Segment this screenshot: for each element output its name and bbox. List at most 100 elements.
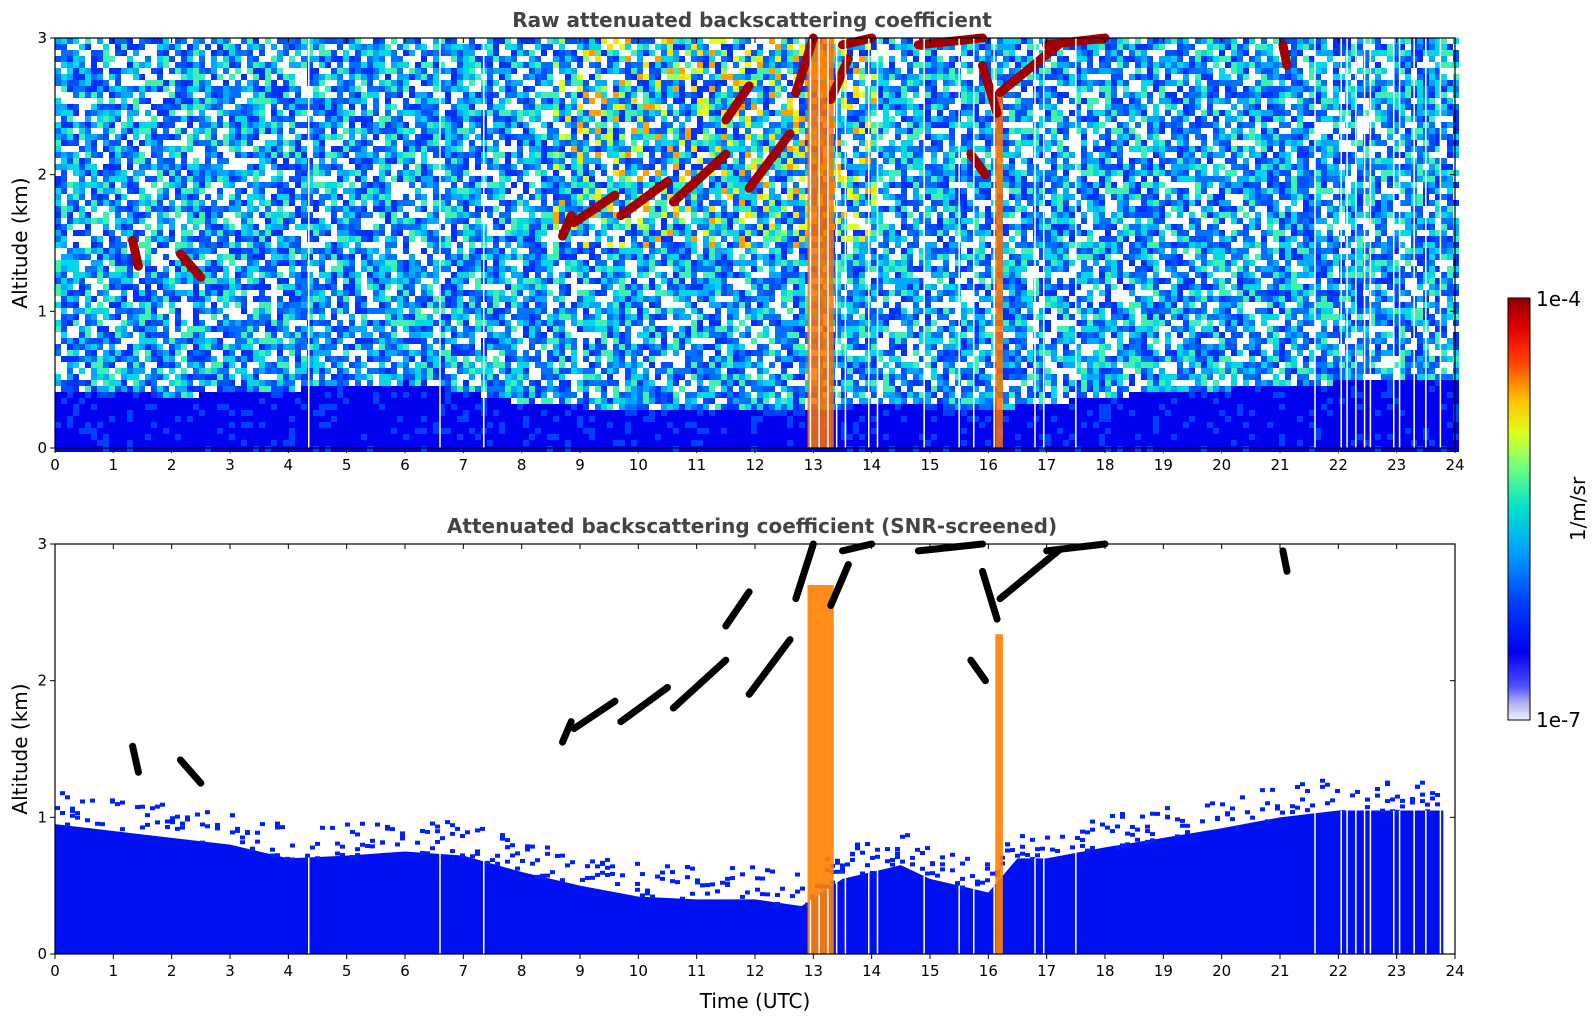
- noise-pixel: [91, 68, 97, 74]
- noise-pixel: [199, 338, 205, 344]
- noise-pixel: [253, 176, 259, 182]
- noise-pixel: [421, 368, 427, 374]
- noise-pixel: [475, 338, 481, 344]
- noise-pixel: [337, 254, 343, 260]
- noise-pixel: [445, 440, 451, 446]
- noise-pixel: [445, 218, 451, 224]
- noise-pixel: [73, 344, 79, 350]
- noise-pixel: [343, 146, 349, 152]
- noise-pixel: [325, 158, 331, 164]
- noise-pixel: [127, 92, 133, 98]
- noise-pixel: [61, 44, 67, 50]
- noise-pixel: [235, 422, 241, 428]
- noise-pixel: [253, 140, 259, 146]
- noise-pixel: [121, 314, 127, 320]
- noise-pixel: [211, 236, 217, 242]
- noise-pixel: [427, 140, 433, 146]
- noise-pixel: [139, 206, 145, 212]
- noise-pixel: [211, 44, 217, 50]
- noise-pixel: [445, 248, 451, 254]
- noise-pixel: [67, 380, 73, 386]
- noise-pixel: [295, 398, 301, 404]
- noise-pixel: [289, 272, 295, 278]
- noise-pixel: [361, 416, 367, 422]
- noise-pixel: [67, 410, 73, 416]
- noise-pixel: [253, 338, 259, 344]
- noise-pixel: [283, 392, 289, 398]
- noise-pixel: [313, 386, 319, 392]
- noise-pixel: [61, 98, 67, 104]
- noise-pixel: [451, 116, 457, 122]
- noise-pixel: [133, 98, 139, 104]
- noise-pixel: [319, 284, 325, 290]
- noise-pixel: [457, 248, 463, 254]
- noise-pixel: [301, 392, 307, 398]
- noise-pixel: [199, 176, 205, 182]
- noise-pixel: [457, 386, 463, 392]
- noise-pixel: [163, 428, 169, 434]
- noise-pixel: [91, 362, 97, 368]
- noise-pixel: [241, 116, 247, 122]
- noise-pixel: [91, 128, 97, 134]
- noise-pixel: [475, 278, 481, 284]
- noise-pixel: [265, 80, 271, 86]
- noise-pixel: [439, 194, 445, 200]
- noise-pixel: [433, 140, 439, 146]
- noise-pixel: [433, 302, 439, 308]
- noise-pixel: [163, 386, 169, 392]
- noise-pixel: [409, 350, 415, 356]
- noise-pixel: [403, 104, 409, 110]
- noise-pixel: [241, 74, 247, 80]
- noise-pixel: [139, 248, 145, 254]
- noise-pixel: [349, 410, 355, 416]
- noise-pixel: [469, 86, 475, 92]
- noise-pixel: [325, 80, 331, 86]
- noise-pixel: [409, 200, 415, 206]
- noise-pixel: [301, 362, 307, 368]
- noise-pixel: [307, 98, 313, 104]
- noise-pixel: [271, 188, 277, 194]
- noise-pixel: [79, 188, 85, 194]
- noise-pixel: [181, 92, 187, 98]
- noise-pixel: [289, 446, 295, 452]
- noise-pixel: [79, 296, 85, 302]
- noise-pixel: [151, 218, 157, 224]
- noise-pixel: [193, 404, 199, 410]
- noise-pixel: [211, 242, 217, 248]
- noise-pixel: [319, 170, 325, 176]
- noise-pixel: [427, 152, 433, 158]
- noise-pixel: [205, 326, 211, 332]
- noise-pixel: [73, 50, 79, 56]
- noise-pixel: [253, 332, 259, 338]
- noise-pixel: [415, 212, 421, 218]
- noise-pixel: [367, 86, 373, 92]
- noise-pixel: [211, 374, 217, 380]
- noise-pixel: [223, 152, 229, 158]
- noise-pixel: [247, 50, 253, 56]
- noise-pixel: [235, 188, 241, 194]
- noise-pixel: [445, 230, 451, 236]
- noise-pixel: [235, 344, 241, 350]
- noise-pixel: [133, 56, 139, 62]
- noise-pixel: [193, 116, 199, 122]
- noise-pixel: [277, 86, 283, 92]
- noise-pixel: [151, 254, 157, 260]
- noise-pixel: [349, 170, 355, 176]
- noise-pixel: [241, 134, 247, 140]
- noise-pixel: [385, 398, 391, 404]
- noise-pixel: [361, 98, 367, 104]
- noise-pixel: [229, 224, 235, 230]
- noise-pixel: [211, 404, 217, 410]
- noise-pixel: [307, 284, 313, 290]
- noise-pixel: [331, 110, 337, 116]
- noise-pixel: [73, 188, 79, 194]
- noise-pixel: [187, 254, 193, 260]
- noise-pixel: [463, 350, 469, 356]
- noise-pixel: [433, 128, 439, 134]
- noise-pixel: [169, 398, 175, 404]
- noise-pixel: [469, 236, 475, 242]
- noise-pixel: [283, 152, 289, 158]
- noise-pixel: [133, 152, 139, 158]
- noise-pixel: [421, 50, 427, 56]
- noise-pixel: [235, 110, 241, 116]
